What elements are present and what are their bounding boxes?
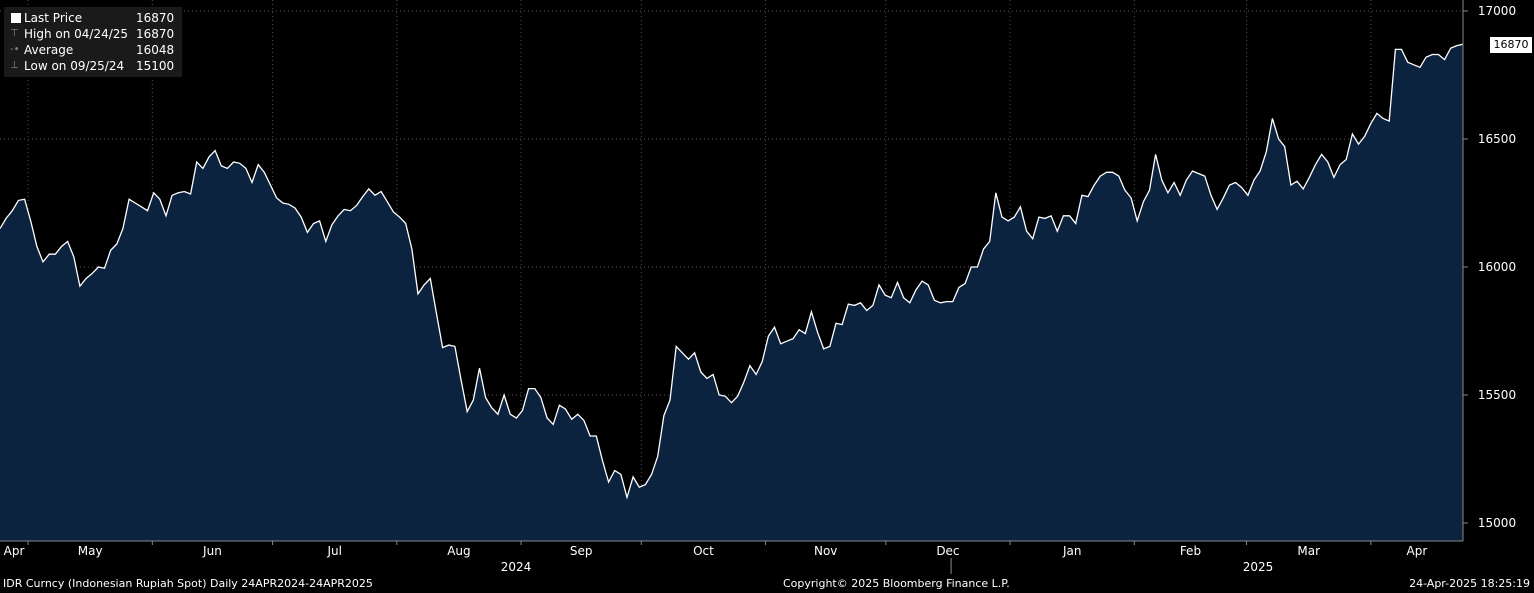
- x-tick-label: Nov: [814, 544, 837, 558]
- x-axis: Apr May Jun Jul Aug Sep Oct Nov Dec Jan Feb Mar Apr 2…: [0, 540, 1463, 574]
- legend-last-price: Last Price 16870: [10, 10, 176, 26]
- x-tick-label: Jun: [202, 544, 222, 558]
- x-tick-label: Apr: [1407, 544, 1428, 558]
- year-label: 2024: [501, 560, 532, 574]
- low-marker-icon: ⊥: [10, 60, 19, 71]
- legend-low-value: 15100: [136, 59, 175, 73]
- x-tick-label: Oct: [693, 544, 714, 558]
- legend-average: ‐• Average 16048: [10, 42, 176, 58]
- legend-average-value: 16048: [136, 43, 175, 57]
- legend-last-price-label: Last Price: [24, 11, 83, 25]
- legend-high: ⊤ High on 04/24/25 16870: [10, 26, 176, 42]
- legend-average-label: Average: [24, 43, 74, 57]
- average-marker-icon: ‐•: [10, 44, 20, 55]
- y-tick-label: 16000: [1478, 260, 1516, 274]
- legend: Last Price 16870 ⊤ High on 04/24/25 1687…: [4, 7, 182, 77]
- x-tick-label: Aug: [447, 544, 470, 558]
- legend-low-label: Low on 09/25/24: [24, 59, 125, 73]
- x-tick-label: Dec: [936, 544, 959, 558]
- footer-security-info: IDR Curncy (Indonesian Rupiah Spot) Dail…: [3, 577, 373, 590]
- legend-low: ⊥ Low on 09/25/24 15100: [10, 58, 176, 74]
- y-tick-label: 16500: [1478, 132, 1516, 146]
- x-tick-label: Apr: [4, 544, 25, 558]
- legend-high-value: 16870: [136, 27, 175, 41]
- y-tick-label: 17000: [1478, 4, 1516, 18]
- y-tick-label: 15500: [1478, 388, 1516, 402]
- footer-copyright: Copyright© 2025 Bloomberg Finance L.P.: [783, 577, 1010, 590]
- x-tick-label: Sep: [570, 544, 593, 558]
- price-area: [0, 44, 1463, 542]
- legend-last-price-value: 16870: [136, 11, 175, 25]
- last-price-tag: 16870: [1490, 37, 1532, 53]
- x-tick-label: Mar: [1297, 544, 1320, 558]
- price-line: [0, 43, 1464, 500]
- y-axis: 15000 15500 16000 16500 17000: [1462, 0, 1516, 541]
- high-marker-icon: ⊤: [10, 28, 19, 39]
- legend-high-label: High on 04/24/25: [24, 27, 129, 41]
- footer-timestamp: 24-Apr-2025 18:25:19: [1409, 577, 1530, 590]
- x-tick-label: Jul: [326, 544, 341, 558]
- x-tick-label: Jan: [1062, 544, 1082, 558]
- x-tick-label: Feb: [1180, 544, 1201, 558]
- footer: IDR Curncy (Indonesian Rupiah Spot) Dail…: [0, 577, 1534, 593]
- year-label: 2025: [1243, 560, 1274, 574]
- y-tick-label: 15000: [1478, 516, 1516, 530]
- x-tick-label: May: [78, 544, 103, 558]
- legend-swatch: [10, 10, 24, 26]
